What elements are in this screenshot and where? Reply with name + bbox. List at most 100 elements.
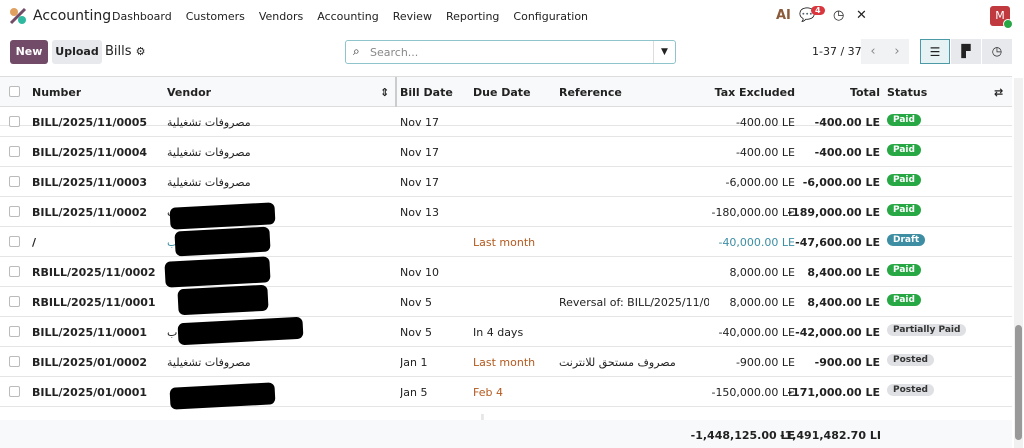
total: -47,600.00 LE — [795, 236, 880, 249]
total: -6,000.00 LE — [802, 176, 880, 189]
bill-number: / — [32, 236, 37, 249]
row-checkbox[interactable] — [9, 146, 20, 157]
bill-number: RBILL/2025/11/0001 — [32, 296, 156, 309]
status-badge: Paid — [887, 294, 921, 306]
col-total[interactable]: Total — [849, 86, 880, 99]
total: -42,000.00 LE — [795, 326, 880, 339]
table-row[interactable]: BILL/2025/11/0003 مصروفات تشغيلية Nov 17… — [0, 167, 1012, 197]
menu-reporting[interactable]: Reporting — [445, 10, 500, 23]
tax-excluded: -400.00 LE — [735, 146, 795, 159]
col-due-date[interactable]: Due Date — [473, 86, 531, 99]
table-row[interactable]: RBILL/2025/11/0002 اب Nov 10 8,000.00 LE… — [0, 256, 1012, 288]
row-checkbox[interactable] — [9, 176, 20, 187]
vendor-name: مصروفات تشغيلية — [167, 176, 251, 189]
tax-excluded: -150,000.00 LE — [711, 386, 795, 399]
col-vendor[interactable]: Vendor — [167, 86, 212, 99]
bill-date: Nov 10 — [400, 266, 439, 279]
tax-excluded: -40,000.00 LE — [718, 236, 795, 249]
row-checkbox[interactable] — [9, 356, 20, 367]
tax-excluded: 8,000.00 LE — [729, 296, 795, 309]
col-number[interactable]: Number — [32, 86, 82, 99]
col-reference[interactable]: Reference — [559, 86, 622, 99]
list-view-button[interactable]: ☰ — [920, 39, 950, 64]
upload-button[interactable]: Upload — [52, 40, 102, 64]
tools-icon[interactable]: ✕ — [856, 8, 867, 23]
kanban-view-button[interactable]: ▛ — [951, 39, 981, 64]
table-header: Number Vendor ⇕ Bill Date Due Date Refer… — [0, 76, 1012, 107]
activity-clock-icon[interactable]: ◷ — [833, 8, 845, 23]
menu-vendors[interactable]: Vendors — [258, 10, 304, 23]
new-button[interactable]: New — [10, 40, 48, 64]
redaction-mark — [177, 316, 304, 346]
page-title: Bills — [105, 44, 132, 59]
bill-number: BILL/2025/11/0002 — [32, 206, 148, 219]
user-avatar[interactable]: M — [990, 6, 1013, 29]
table-row[interactable]: BILL/2025/11/0004 مصروفات تشغيلية Nov 17… — [0, 137, 1012, 167]
vendor-name: مصروفات تشغيلية — [167, 116, 251, 129]
search-icon: ⌕ — [353, 44, 360, 58]
activity-view-button[interactable]: ◷ — [982, 39, 1012, 64]
table-row[interactable]: BILL/2025/11/0001 ب Nov 5 In 4 days -40,… — [0, 316, 1012, 347]
due-date: Last month — [473, 356, 536, 369]
optional-columns-icon[interactable]: ⇄ — [994, 86, 1004, 99]
totals-row: -1,448,125.00 LE -1,491,482.70 LE — [0, 420, 1012, 448]
total-tax-excluded: -1,448,125.00 LE — [690, 429, 795, 442]
table-row[interactable]: BILL/2025/11/0002 (ب Nov 13 -180,000.00 … — [0, 197, 1012, 230]
total-total: -1,491,482.70 LE — [780, 429, 880, 442]
next-page-button[interactable]: › — [885, 39, 909, 64]
bill-date: Nov 17 — [400, 146, 439, 159]
search-options-dropdown[interactable]: ▼ — [653, 41, 675, 63]
table-row-partial[interactable] — [0, 96, 1012, 126]
table-row[interactable]: BILL/2025/11/0005 مصروفات تشغيلية Nov 17… — [0, 107, 1012, 137]
accounting-app-icon[interactable] — [9, 7, 27, 25]
row-checkbox[interactable] — [9, 326, 20, 337]
table-row[interactable]: / ب Last month -40,000.00 LE -47,600.00 … — [0, 226, 1012, 257]
row-checkbox[interactable] — [9, 386, 20, 397]
column-resizer[interactable] — [395, 77, 397, 107]
col-bill-date[interactable]: Bill Date — [400, 86, 453, 99]
row-checkbox[interactable] — [9, 236, 20, 247]
top-navbar: Accounting Dashboard Customers Vendors A… — [0, 0, 1024, 32]
col-status[interactable]: Status — [887, 86, 928, 99]
bill-number: BILL/2025/11/0001 — [32, 326, 148, 339]
menu-review[interactable]: Review — [392, 10, 432, 23]
app-name[interactable]: Accounting — [33, 8, 112, 24]
menu-dashboard[interactable]: Dashboard — [112, 10, 172, 23]
gear-icon[interactable]: ⚙ — [135, 45, 146, 58]
bill-date: Jan 5 — [400, 386, 428, 399]
tax-excluded: -180,000.00 LE — [711, 206, 795, 219]
menu-accounting[interactable]: Accounting — [317, 10, 379, 23]
total: -189,000.00 LE — [787, 206, 880, 219]
search-box: ⌕ Search... ▼ — [345, 40, 676, 64]
redaction-mark — [174, 226, 271, 257]
col-tax-excluded[interactable]: Tax Excluded — [714, 86, 795, 99]
scrollbar[interactable] — [1014, 78, 1023, 448]
vendor-name: ب — [167, 236, 178, 249]
status-badge: Paid — [887, 264, 921, 276]
row-checkbox[interactable] — [9, 206, 20, 217]
table-row[interactable]: BILL/2025/01/0001 Jan 5 Feb 4 -150,000.0… — [0, 377, 1012, 410]
bill-date: Nov 17 — [400, 116, 439, 129]
redaction-mark — [169, 382, 276, 410]
vendor-name: مصروفات تشغيلية — [167, 146, 251, 159]
search-input[interactable]: Search... — [370, 46, 419, 59]
menu-configuration[interactable]: Configuration — [513, 10, 589, 23]
scrollbar-thumb[interactable] — [1015, 325, 1022, 440]
prev-page-button[interactable]: ‹ — [861, 39, 885, 64]
status-badge: Paid — [887, 144, 921, 156]
row-checkbox[interactable] — [9, 116, 20, 127]
row-checkbox[interactable] — [9, 296, 20, 307]
sort-icon[interactable]: ⇕ — [380, 86, 390, 99]
row-checkbox[interactable] — [9, 266, 20, 277]
vendor-name: ب — [167, 326, 178, 339]
main-menu: Dashboard Customers Vendors Accounting R… — [112, 10, 602, 23]
due-date: In 4 days — [473, 326, 524, 339]
ai-icon[interactable]: AI — [776, 8, 791, 23]
select-all-checkbox[interactable] — [9, 86, 20, 97]
pager-value[interactable]: 1-37 / 37 — [812, 45, 862, 58]
table-row[interactable]: RBILL/2025/11/0001 Nov 5 Reversal of: BI… — [0, 284, 1012, 317]
menu-customers[interactable]: Customers — [185, 10, 245, 23]
redaction-mark — [164, 256, 271, 288]
table-row[interactable]: BILL/2025/01/0002 مصروفات تشغيلية Jan 1 … — [0, 347, 1012, 377]
total: 8,400.00 LE — [807, 296, 880, 309]
